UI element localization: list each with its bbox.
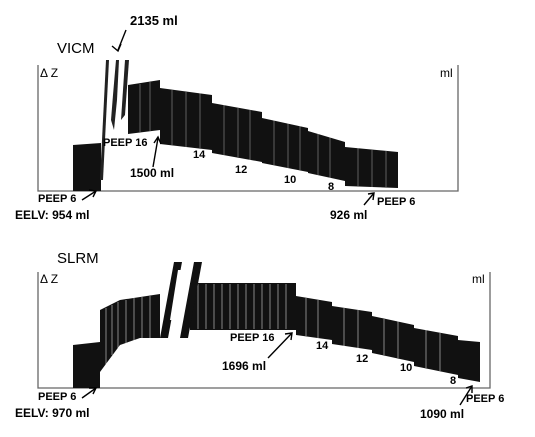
- slrm-arrows: [81, 332, 473, 406]
- vicm-y-unit: ml: [440, 66, 453, 80]
- vicm-y-axis-label: Δ Z: [40, 66, 58, 80]
- vicm-end-peep: PEEP 6: [377, 196, 415, 208]
- vicm-trace-recruitment-spike-1: [100, 60, 109, 180]
- vicm-trace-baseline: [73, 143, 101, 191]
- vicm-peep16-arrowhead: [153, 135, 162, 145]
- vicm-arrows: [81, 29, 375, 206]
- slrm-trace-peep10: [372, 316, 414, 362]
- vicm-start-eelv: EELV: 954 ml: [15, 208, 89, 222]
- slrm-end-peep: PEEP 6: [466, 393, 504, 405]
- vicm-trace-recruitment-spike-3: [121, 60, 129, 120]
- slrm-segment-label-14: 14: [316, 340, 329, 352]
- slrm-peep16-arrowhead: [284, 332, 293, 341]
- slrm-start-peep: PEEP 6: [38, 391, 76, 403]
- slrm-end-arrowhead: [465, 385, 473, 393]
- vicm-peak-arrowhead: [111, 43, 122, 53]
- vicm-trace-peep6: [345, 147, 398, 188]
- vicm-trace-recruitment-spike-2: [111, 60, 119, 130]
- vicm-segment-label-peep16: PEEP 16: [103, 137, 147, 149]
- vicm-segment-label-14: 14: [193, 149, 206, 161]
- slrm-segment-label-peep16: PEEP 16: [230, 332, 274, 344]
- vicm-end-arrowhead: [367, 192, 375, 201]
- slrm-panel: SLRM Δ Z ml PEEP 16 1696 ml 14 12 10 8 P…: [15, 250, 504, 421]
- slrm-start-eelv: EELV: 970 ml: [15, 406, 89, 420]
- vicm-end-value: 926 ml: [330, 208, 367, 222]
- vicm-trace-peep10: [262, 118, 308, 172]
- slrm-trace-peep12: [332, 306, 372, 350]
- vicm-start-peep: PEEP 6: [38, 193, 76, 205]
- vicm-peep16-value: 1500 ml: [130, 166, 174, 180]
- slrm-peep16-value: 1696 ml: [222, 359, 266, 373]
- vicm-panel: VICM Δ Z ml 2135 ml PEEP 16 1500 ml 14 1…: [15, 13, 459, 222]
- vicm-peak-label: 2135 ml: [130, 13, 178, 28]
- slrm-trace-breath-lines: [105, 284, 441, 371]
- slrm-trace-plateau: [190, 283, 296, 330]
- slrm-segment-label-12: 12: [356, 353, 368, 365]
- slrm-title: SLRM: [57, 250, 99, 267]
- slrm-axis-frame: [37, 272, 491, 389]
- vicm-end-arrow: [363, 192, 375, 206]
- slrm-end-value: 1090 ml: [420, 407, 464, 421]
- vicm-peep16-arrow: [152, 137, 159, 168]
- vicm-start-arrowhead: [88, 189, 98, 198]
- slrm-trace-recruitment: [100, 294, 160, 372]
- slrm-peep16-arrow: [267, 332, 293, 359]
- slrm-trace-peep6: [458, 340, 480, 382]
- slrm-segment-label-10: 10: [400, 362, 412, 374]
- slrm-axis-break-gap: [170, 270, 186, 320]
- vicm-segment-label-8: 8: [328, 181, 334, 193]
- vicm-title: VICM: [57, 40, 95, 57]
- slrm-end-arrow: [459, 385, 473, 406]
- vicm-trace-peep8: [308, 131, 345, 181]
- vicm-axis-frame: [37, 65, 459, 192]
- slrm-y-axis-label: Δ Z: [40, 272, 58, 286]
- vicm-segment-label-10: 10: [284, 174, 296, 186]
- slrm-start-arrowhead: [89, 387, 98, 395]
- slrm-trace: [73, 262, 480, 388]
- slrm-y-unit: ml: [472, 272, 485, 286]
- vicm-trace-peep12: [212, 103, 262, 162]
- vicm-trace: [73, 60, 398, 191]
- slrm-trace-peep14: [296, 296, 332, 340]
- slrm-segment-label-8: 8: [450, 375, 456, 387]
- vicm-trace-breath-lines: [139, 82, 387, 187]
- slrm-trace-peep8: [414, 328, 458, 375]
- vicm-start-arrow: [81, 190, 97, 201]
- vicm-trace-peep16: [128, 80, 160, 134]
- slrm-trace-baseline: [73, 342, 100, 388]
- slrm-start-arrow: [81, 387, 97, 399]
- vicm-segment-label-12: 12: [235, 164, 247, 176]
